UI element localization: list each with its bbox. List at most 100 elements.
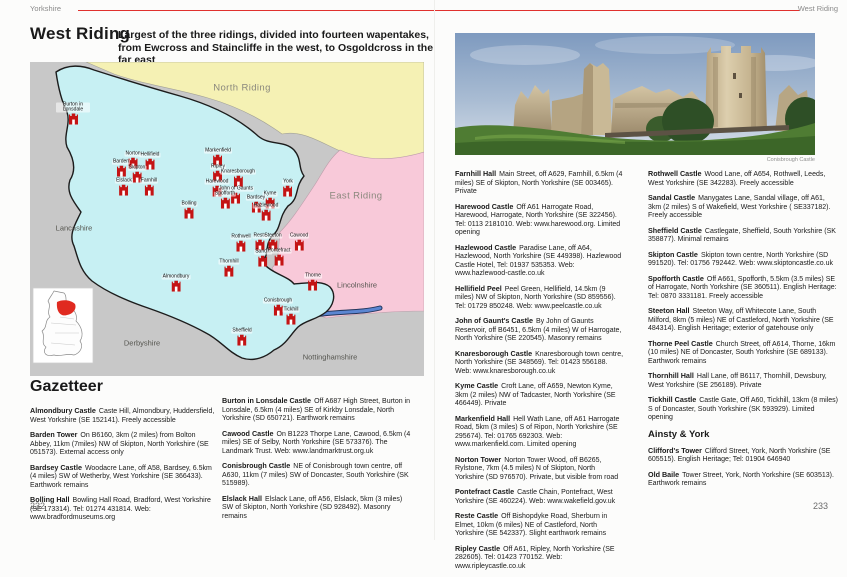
castle-name: Thornhill Hall (648, 371, 694, 380)
castle-marker-farnhill: Farnhill (139, 178, 159, 196)
castle-marker-york: York (282, 179, 294, 197)
region-label: Nottinghamshire (302, 352, 358, 362)
gazetteer-column: Burton in Lonsdale Castle Off A687 High S… (222, 396, 412, 527)
gazetteer-entry: Thorne Peel Castle Church Street, off A61… (648, 339, 839, 367)
castle-details: On B6160, 3km (2 miles) from Bolton Abbe… (30, 432, 209, 456)
castle-icon (171, 280, 181, 292)
castle-marker-label: Conisbrough (262, 297, 294, 304)
castle-icon (273, 304, 283, 316)
castle-name: Sandal Castle (648, 193, 696, 202)
castle-icon (308, 279, 318, 291)
castle-details: Hell Wath Lane, off A61 Harrogate Road, … (455, 415, 620, 449)
page-title: West Riding (30, 24, 131, 43)
castle-details: Elslack Lane, off A56, Elslack, 5km (3 m… (222, 495, 403, 520)
castle-name: Hellifield Peel (455, 283, 502, 293)
castle-marker-label: Sheffield (231, 327, 253, 334)
castle-marker-hellifield: Hellifield (139, 151, 161, 170)
castle-name: Ripley Castle (455, 543, 501, 553)
region-label: Lincolnshire (336, 280, 378, 290)
castle-details: Wood Lane, off A654, Rothwell, Leeds, We… (648, 171, 826, 187)
page-gutter (434, 0, 435, 540)
castle-icon (268, 239, 278, 251)
england-inset-map (32, 287, 94, 364)
castle-marker-label: Barden (111, 158, 131, 165)
castle-icon (68, 113, 78, 125)
castle-marker-sandal: Sandal (254, 249, 272, 267)
castle-name: Elslack Hall (222, 493, 262, 503)
castle-marker-reste: Reste (252, 233, 268, 251)
castle-name: Kyme Castle (455, 381, 499, 390)
castle-name: John of Gaunt's Castle (455, 316, 533, 325)
castle-icon (224, 265, 234, 277)
photo-caption: Conisbrough Castle (766, 157, 815, 163)
castle-name: Steeton Hall (648, 306, 690, 315)
castle-name: Bardsey Castle (30, 462, 82, 472)
castle-marker-knaresborough: Knaresborough (219, 169, 257, 187)
castle-marker-bolling: Bolling (180, 200, 198, 219)
region-label: Lancashire (55, 223, 93, 233)
castle-marker-label: Hellifield (139, 151, 161, 158)
castle-marker-label: Bolling (180, 200, 198, 207)
castle-icon (236, 240, 246, 252)
castle-details: Bowling Hall Road, Bradford, West Yorksh… (30, 497, 211, 521)
running-head-right: West Riding (797, 4, 838, 13)
castle-name: Bolling Hall (30, 495, 70, 504)
castle-details: Caste Hill, Almondbury, Huddersfield, We… (30, 408, 215, 424)
castle-name: Hazlewood Castle (455, 242, 517, 252)
castle-name: Reste Castle (455, 511, 499, 520)
castle-details: Hall Lane, off B6117, Thornhill, Dewsbur… (648, 373, 827, 389)
gazetteer-entry: Clifford's Tower Clifford Street, York, N… (648, 446, 839, 465)
west-riding-map: North Riding East Riding Lancashire Lincoln… (30, 62, 424, 376)
castle-marker-label: John of Gaunts (218, 185, 254, 192)
castle-marker-label: Rothwell (230, 233, 252, 240)
running-head-left: Yorkshire (30, 4, 61, 13)
castle-marker-elslack: Elslack (115, 177, 133, 196)
castle-marker-label: Markenfield (204, 147, 232, 154)
castle-name: Markenfield Hall (455, 413, 511, 423)
page-subtitle: Largest of the three ridings, divided in… (118, 29, 434, 66)
castle-icon (184, 207, 194, 219)
castle-details: Off A661, Spofforth, 5.5km (3.5 miles) S… (648, 275, 837, 300)
castle-details: Norton Tower Wood, off B6265, Rylstone, … (455, 456, 619, 481)
gazetteer-entry: Pontefract Castle Castle Chain, Pontefrac… (455, 487, 625, 506)
gazetteer-entry: Reste Castle Off Bishopdyke Road, Sherbur… (455, 511, 625, 539)
gazetteer-entry: Norton Tower Norton Tower Wood, off B6265… (455, 455, 625, 483)
header-rule-right (420, 10, 800, 11)
castle-marker-rothwell: Rothwell (230, 233, 252, 252)
gazetteer-entry: Skipton Castle Skipton town centre, North… (648, 250, 839, 269)
castle-marker-skipton: Skipton (127, 165, 147, 183)
castle-icon (286, 313, 296, 325)
page-number-right: 233 (812, 501, 828, 511)
castle-marker-label: Thorne (304, 272, 322, 279)
gazetteer-entry: Almondbury Castle Caste Hill, Almondbury,… (30, 406, 217, 425)
castle-marker-label: Elslack (115, 177, 133, 184)
castle-icon (294, 239, 304, 251)
gazetteer-entry: Sandal Castle Manygates Lane, Sandal vill… (648, 193, 839, 221)
castle-icon (237, 334, 247, 346)
gazetteer-entry: John of Gaunt's Castle By John of Gaunts … (455, 316, 625, 344)
castle-details: Peel Green, Hellifield, 14.5km (9 miles)… (455, 285, 616, 310)
conisbrough-castle-photo (455, 33, 825, 155)
gazetteer-entry: Bolling Hall Bowling Hall Road, Bradford,… (30, 495, 217, 523)
gazetteer-entry: Conisbrough Castle NE of Conisbrough town… (222, 461, 412, 489)
castle-marker-barden: Barden (111, 158, 131, 177)
gazetteer-entry: Harewood Castle Off A61 Harrogate Road, H… (455, 201, 625, 238)
gazetteer-entry: Kyme Castle Croft Lane, off A659, Newton … (455, 381, 625, 409)
gazetteer-column: Rothwell Castle Wood Lane, off A654, Roth… (648, 169, 839, 495)
page-number-left: 232 (30, 501, 46, 511)
gazetteer-entry: Markenfield Hall Hell Wath Lane, off A61 … (455, 413, 625, 450)
region-label: Derbyshire (123, 338, 161, 348)
castle-marker-label: Harewood (204, 178, 230, 185)
castle-name: Farnhill Hall (455, 169, 497, 178)
castle-details: Tower Street, York, North Yorkshire (SE … (648, 471, 834, 488)
gazetteer-heading: Gazetteer (30, 378, 103, 395)
castle-name: Harewood Castle (455, 201, 514, 211)
castle-details: Church Street, off A614, Thorne, 16km (1… (648, 340, 836, 365)
castle-name: Knaresborough Castle (455, 348, 533, 358)
gazetteer-entry: Old Baile Tower Street, York, North Yorks… (648, 470, 839, 489)
gazetteer-entry: Ripley Castle Off A61, Ripley, North York… (455, 543, 625, 572)
castle-name: Burton in Lonsdale Castle (222, 396, 312, 405)
gazetteer-entry: Tickhill Castle Castle Gate, Off A60, Tic… (648, 395, 839, 423)
region-label: North Riding (213, 82, 271, 94)
castle-marker-label: Kyme (262, 190, 278, 197)
